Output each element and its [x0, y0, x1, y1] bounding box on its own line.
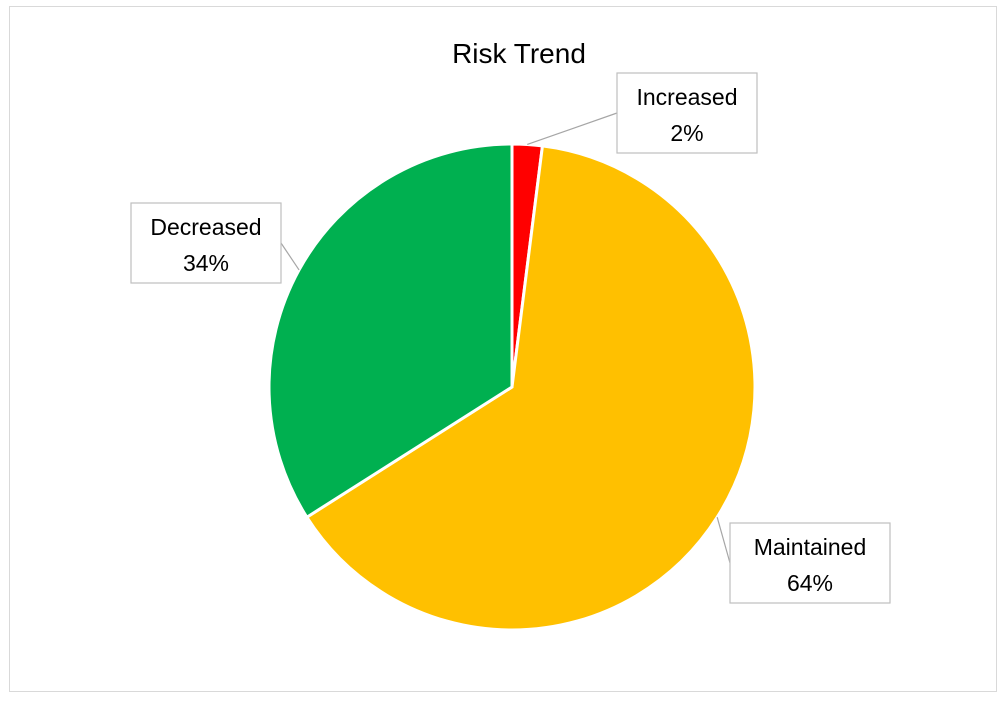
pie-slices	[267, 142, 757, 632]
data-label-category: Maintained	[754, 534, 867, 560]
data-label-increased: Increased 2%	[527, 72, 758, 154]
data-label-decreased: Decreased 34%	[130, 202, 300, 284]
pie-slice-maintained	[304, 144, 757, 632]
data-label-category: Increased	[636, 84, 737, 110]
data-label-percent: 64%	[787, 570, 833, 596]
callout-box	[729, 522, 891, 604]
data-label-percent: 2%	[670, 120, 703, 146]
data-label-category: Decreased	[150, 214, 261, 240]
chart-title: Risk Trend	[452, 38, 586, 69]
data-labels: Increased 2% Maintained 64% Decreased 34%	[130, 72, 891, 604]
callout-box	[130, 202, 282, 284]
data-label-maintained: Maintained 64%	[716, 517, 891, 604]
leader-line	[716, 517, 731, 564]
callout-box	[616, 72, 758, 154]
leader-line	[280, 242, 300, 271]
pie-chart: Risk Trend Increased 2% Maintained 64% Decre…	[130, 38, 891, 632]
leader-line	[527, 112, 618, 146]
data-label-percent: 34%	[183, 250, 229, 276]
chart-area: Risk Trend Increased 2% Maintained 64% Decre…	[9, 6, 997, 692]
